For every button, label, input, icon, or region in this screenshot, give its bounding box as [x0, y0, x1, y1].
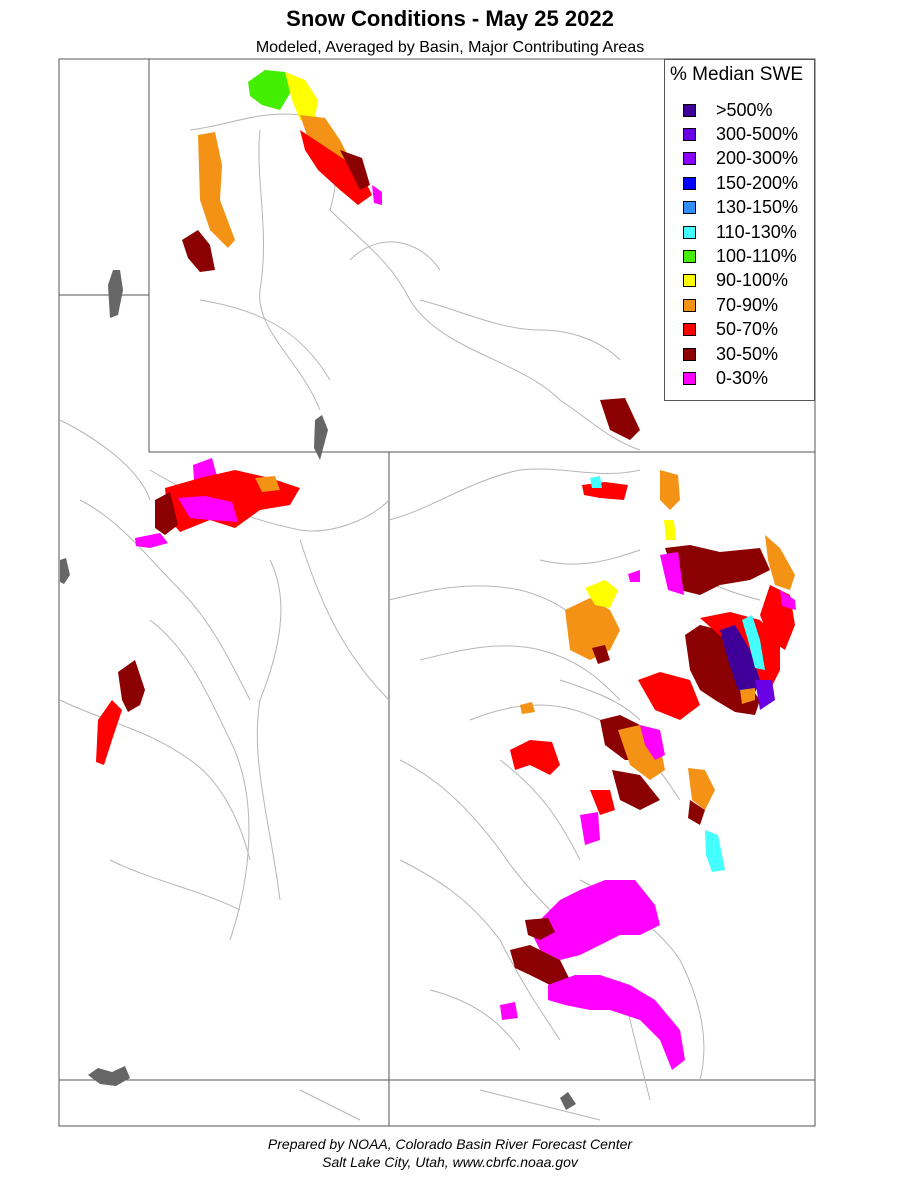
state-boundaries — [59, 59, 815, 1126]
legend-item: 30-50% — [683, 343, 778, 365]
map-title: Snow Conditions - May 25 2022 — [286, 6, 614, 31]
snow-basins — [96, 70, 796, 1070]
legend-label: 50-70% — [716, 319, 779, 340]
legend-item: 200-300% — [683, 148, 798, 170]
footer-location: Salt Lake City, Utah, www.cbrfc.noaa.gov — [322, 1154, 578, 1170]
legend-label: 90-100% — [716, 270, 789, 291]
legend-item: 50-70% — [683, 319, 778, 341]
legend-item: 90-100% — [683, 270, 788, 292]
legend-swatch — [683, 274, 696, 288]
legend-swatch — [683, 298, 696, 312]
legend-label: 300-500% — [716, 123, 799, 144]
legend-label: 150-200% — [716, 172, 799, 193]
legend-item: 110-130% — [683, 221, 797, 243]
legend-swatch — [683, 249, 696, 263]
legend-swatch — [683, 347, 696, 361]
legend-swatch — [683, 201, 696, 215]
legend-title: % Median SWE — [670, 64, 804, 85]
legend-label: >500% — [716, 99, 773, 120]
legend-item: 150-200% — [683, 172, 798, 194]
legend-swatch — [683, 176, 696, 190]
legend: % Median SWE >500% 300-500% 200-300% 150-20… — [664, 59, 815, 401]
legend-label: 200-300% — [716, 148, 799, 169]
legend-item: >500% — [683, 99, 773, 121]
legend-label: 0-30% — [716, 367, 769, 388]
legend-label: 30-50% — [716, 343, 779, 364]
legend-item: 100-110% — [683, 245, 797, 267]
footer-credit: Prepared by NOAA, Colorado Basin River F… — [267, 1136, 633, 1152]
legend-item: 130-150% — [683, 197, 798, 219]
legend-swatch — [683, 225, 696, 239]
legend-swatch — [683, 103, 696, 117]
lakes — [60, 270, 576, 1110]
map-subtitle: Modeled, Averaged by Basin, Major Contri… — [255, 39, 645, 56]
legend-swatch — [683, 127, 696, 141]
legend-item: 0-30% — [683, 367, 768, 389]
legend-label: 100-110% — [716, 245, 797, 266]
legend-item: 70-90% — [683, 294, 778, 316]
legend-item: 300-500% — [683, 123, 798, 145]
legend-label: 110-130% — [716, 221, 797, 242]
map-frame — [58, 58, 816, 1127]
basin-boundaries — [59, 113, 761, 1121]
legend-label: 70-90% — [716, 294, 779, 315]
legend-swatch — [683, 371, 696, 385]
legend-swatch — [683, 323, 696, 337]
legend-label: 130-150% — [716, 197, 799, 218]
legend-swatch — [683, 152, 696, 166]
